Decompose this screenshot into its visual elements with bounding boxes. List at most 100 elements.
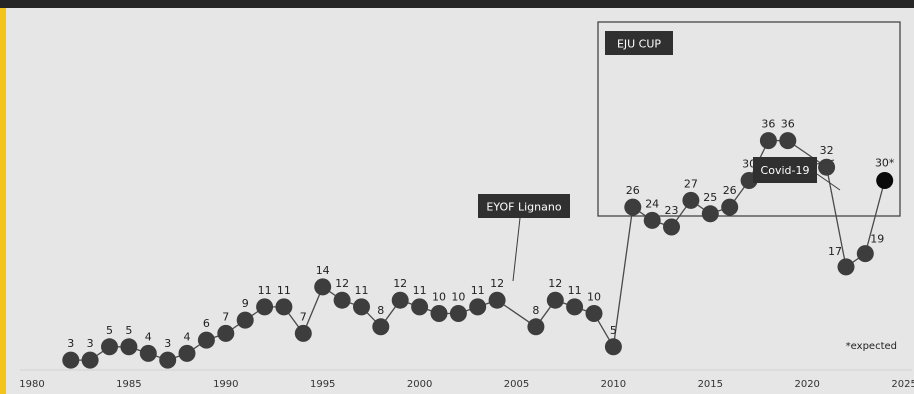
data-label: 11 [568, 284, 582, 297]
data-label: 10 [432, 291, 446, 304]
x-tick-label: 2015 [698, 379, 723, 390]
data-label: 11 [413, 284, 427, 297]
data-label: 3 [164, 337, 171, 350]
covid-connector [816, 173, 841, 191]
data-label: 3 [67, 337, 74, 350]
data-point [663, 218, 680, 236]
data-point [585, 305, 603, 322]
x-tick-label: 1990 [213, 379, 238, 390]
data-label: 23 [665, 204, 679, 217]
data-point [353, 298, 370, 316]
data-point [275, 298, 293, 316]
data-label: 7 [300, 310, 307, 323]
data-point [236, 311, 254, 329]
data-point [721, 198, 739, 216]
data-label: 8 [377, 304, 384, 317]
data-point [837, 258, 855, 276]
data-point [449, 305, 467, 322]
data-point [120, 338, 138, 356]
data-label: 12 [490, 277, 504, 290]
x-tick-label: 1985 [116, 379, 141, 390]
data-label: 11 [277, 284, 291, 297]
data-label: 10 [587, 291, 601, 304]
data-label: 4 [145, 330, 152, 343]
eju-cup-label-box [605, 31, 673, 55]
data-label: 32 [820, 144, 834, 157]
data-label: 26 [723, 184, 737, 197]
data-label: 5 [610, 324, 617, 337]
data-point [624, 198, 642, 216]
eju-cup-label: EJU CUP [617, 38, 661, 51]
data-label: 11 [355, 284, 369, 297]
data-label: 4 [184, 330, 191, 343]
data-point [411, 298, 429, 316]
data-label: 11 [258, 284, 272, 297]
data-point [643, 211, 661, 229]
data-point [256, 298, 274, 316]
data-label: 10 [451, 291, 465, 304]
data-point [759, 132, 777, 150]
x-tick-label: 1980 [19, 379, 44, 390]
data-point [701, 205, 719, 223]
data-point [372, 318, 390, 336]
data-point [779, 132, 797, 150]
x-tick-label: 2010 [601, 379, 626, 390]
data-point [527, 318, 545, 336]
x-tick-label: 2020 [794, 379, 819, 390]
data-label: 17 [828, 245, 842, 258]
data-point [81, 351, 99, 369]
data-point [294, 324, 312, 342]
data-label: 14 [316, 264, 330, 277]
data-label: 26 [626, 184, 640, 197]
eyof-label-box [478, 194, 570, 218]
data-point [856, 245, 874, 263]
data-label: 30 [742, 158, 756, 171]
covid-label: Covid-19 [761, 164, 810, 177]
highlight-point [876, 172, 894, 189]
data-point [314, 278, 332, 296]
data-point [101, 338, 118, 356]
top-bar [0, 0, 914, 8]
data-label: 30* [875, 157, 895, 170]
data-label: 7 [222, 310, 229, 323]
data-label: 6 [203, 317, 210, 330]
covid-label-box [753, 157, 817, 183]
data-point [217, 324, 235, 342]
data-point [546, 291, 564, 309]
data-label: 12 [335, 277, 349, 290]
data-point [488, 291, 506, 309]
covid-connector [816, 159, 835, 165]
data-label: 36 [781, 118, 795, 131]
data-label: 12 [393, 277, 407, 290]
x-tick-label: 2025 [891, 379, 914, 390]
expected-note: *expected [846, 341, 897, 352]
data-label: 36 [761, 118, 775, 131]
x-tick-label: 2005 [504, 379, 529, 390]
eyof-connector [512, 217, 521, 282]
data-label: 3 [87, 337, 94, 350]
data-label: 11 [471, 284, 485, 297]
data-point [197, 331, 215, 349]
data-point [391, 291, 409, 309]
data-label: 25 [703, 191, 717, 204]
data-point [682, 191, 700, 209]
data-label: 5 [125, 324, 132, 337]
data-point [566, 298, 584, 316]
x-tick-label: 2000 [407, 379, 432, 390]
data-label: 8 [532, 304, 539, 317]
data-point [139, 344, 157, 362]
data-label: 12 [548, 277, 562, 290]
data-point [333, 291, 351, 309]
data-point [159, 351, 177, 369]
data-point [178, 344, 196, 362]
data-label: 27 [684, 177, 698, 190]
eyof-label: EYOF Lignano [486, 201, 561, 214]
eju-cup-frame [597, 21, 901, 217]
data-point [430, 305, 448, 322]
data-point [604, 338, 622, 356]
data-label: 9 [242, 297, 249, 310]
data-point [62, 351, 80, 369]
data-label: 19 [870, 233, 884, 246]
